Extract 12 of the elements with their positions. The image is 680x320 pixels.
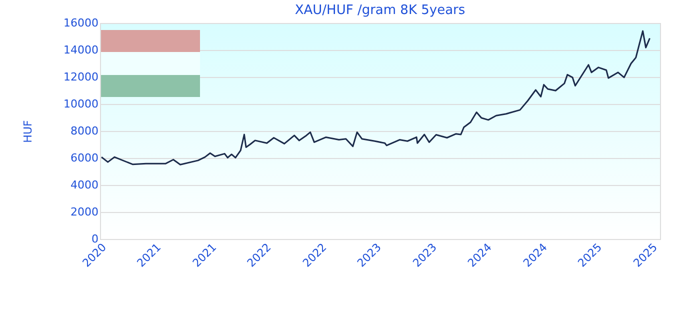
y-tick-label: 10000: [64, 98, 98, 110]
chart-title: XAU/HUF /gram 8K 5years: [294, 3, 466, 18]
y-tick-label: 14000: [64, 44, 98, 56]
line-series: [100, 30, 650, 166]
y-tick-label: 4000: [70, 178, 98, 192]
y-tick-label: 2000: [70, 206, 98, 218]
y-tick-label: 16000: [64, 16, 98, 30]
y-tick-label: 0: [92, 232, 98, 246]
y-tick-label: 6000: [70, 152, 98, 164]
y-axis-title: HUF: [22, 120, 35, 143]
y-tick-label: 8000: [70, 124, 98, 138]
y-tick-label: 12000: [64, 70, 98, 84]
